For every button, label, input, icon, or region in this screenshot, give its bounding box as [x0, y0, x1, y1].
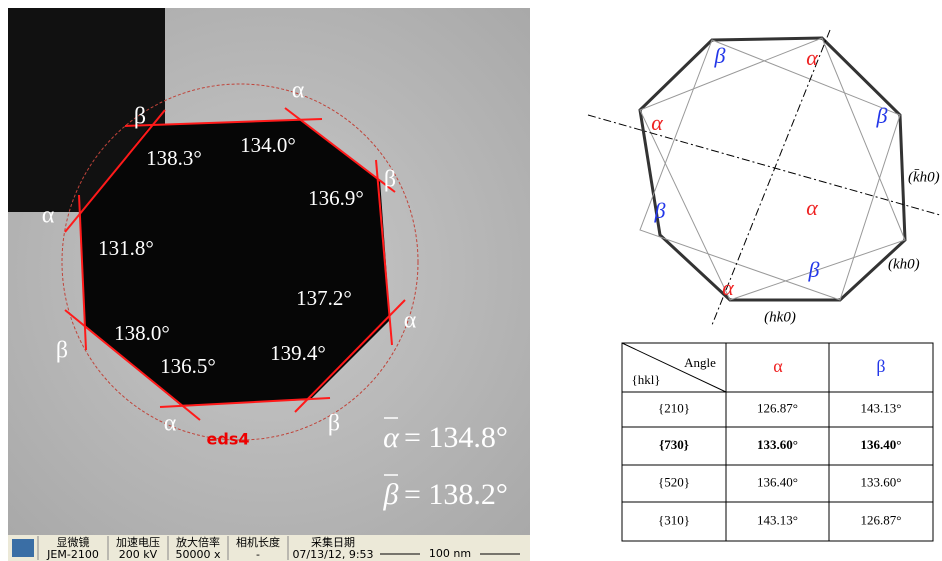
eds-label: eds4: [207, 430, 250, 449]
corner-label: β: [328, 411, 340, 437]
corner-label: α: [404, 308, 417, 334]
status-header: 相机长度: [236, 535, 280, 549]
diagram-corner-label: α: [651, 110, 663, 135]
status-value: 50000 x: [176, 548, 221, 561]
corner-label: α: [42, 203, 55, 229]
corner-label: β: [384, 167, 396, 193]
header-angle: Angle: [684, 355, 716, 370]
average-value: = 138.2°: [404, 478, 508, 511]
status-value: 200 kV: [119, 548, 158, 561]
schematic-octagon: [640, 38, 905, 300]
diagram-corner-label: α: [722, 275, 734, 300]
figure: 138.3° 134.0° 136.9° 131.8° 138.0° 137.2° 136.…: [0, 0, 942, 561]
facet-label: (hk0): [764, 309, 796, 325]
angle-label: 138.3°: [146, 146, 202, 170]
table-cell: 126.87°: [757, 400, 798, 415]
diagram-corner-label: β: [876, 103, 888, 128]
table-cell: {520}: [658, 474, 690, 489]
inner-rect: [640, 40, 900, 300]
header-hkl: {hkl}: [631, 372, 660, 387]
angle-label: 136.9°: [308, 186, 364, 210]
table-cell: {210}: [658, 400, 690, 415]
header-beta: β: [876, 356, 885, 376]
facet-label: (k̄h0): [908, 169, 940, 185]
table-cell: 136.40°: [861, 437, 902, 452]
corner-label: α: [292, 78, 305, 104]
status-header: 显微镜: [57, 535, 90, 549]
status-value: -: [256, 548, 260, 561]
axis-line: [588, 115, 940, 215]
angle-label: 137.2°: [296, 286, 352, 310]
header-alpha: α: [773, 356, 783, 376]
table-cell: 143.13°: [757, 512, 798, 527]
inner-rect: [640, 38, 905, 300]
diagram-corner-label: β: [714, 43, 726, 68]
table-cell: 136.40°: [757, 474, 798, 489]
corner-label: β: [134, 104, 146, 130]
average-symbol: α: [383, 421, 400, 454]
status-value: 07/13/12, 9:53: [292, 548, 373, 561]
table-cell: {730}: [659, 437, 689, 452]
diagram-corner-label: α: [806, 195, 818, 220]
table-cell: 143.13°: [861, 400, 902, 415]
corner-label: β: [56, 338, 68, 364]
facet-label: (kh0): [888, 256, 920, 272]
diagram-corner-label: β: [808, 257, 820, 282]
status-header: 采集日期: [311, 535, 355, 549]
angle-label: 136.5°: [160, 354, 216, 378]
angle-label: 134.0°: [240, 133, 296, 157]
table-cell: 133.60°: [861, 474, 902, 489]
angle-label: 131.8°: [98, 236, 154, 260]
angle-label: 138.0°: [114, 321, 170, 345]
table-cell: 126.87°: [861, 512, 902, 527]
diagram-corner-label: α: [806, 45, 818, 70]
scale-label: 100 nm: [429, 547, 471, 560]
status-icon: [12, 539, 34, 557]
diagram-corner-label: β: [654, 198, 666, 223]
status-header: 放大倍率: [176, 535, 220, 549]
angle-label: 139.4°: [270, 341, 326, 365]
corner-label: α: [164, 411, 177, 437]
average-value: = 134.8°: [404, 421, 508, 454]
average-symbol: β: [383, 478, 399, 511]
status-value: JEM-2100: [46, 548, 99, 561]
table-cell: {310}: [658, 512, 690, 527]
table-cell: 133.60°: [757, 437, 798, 452]
